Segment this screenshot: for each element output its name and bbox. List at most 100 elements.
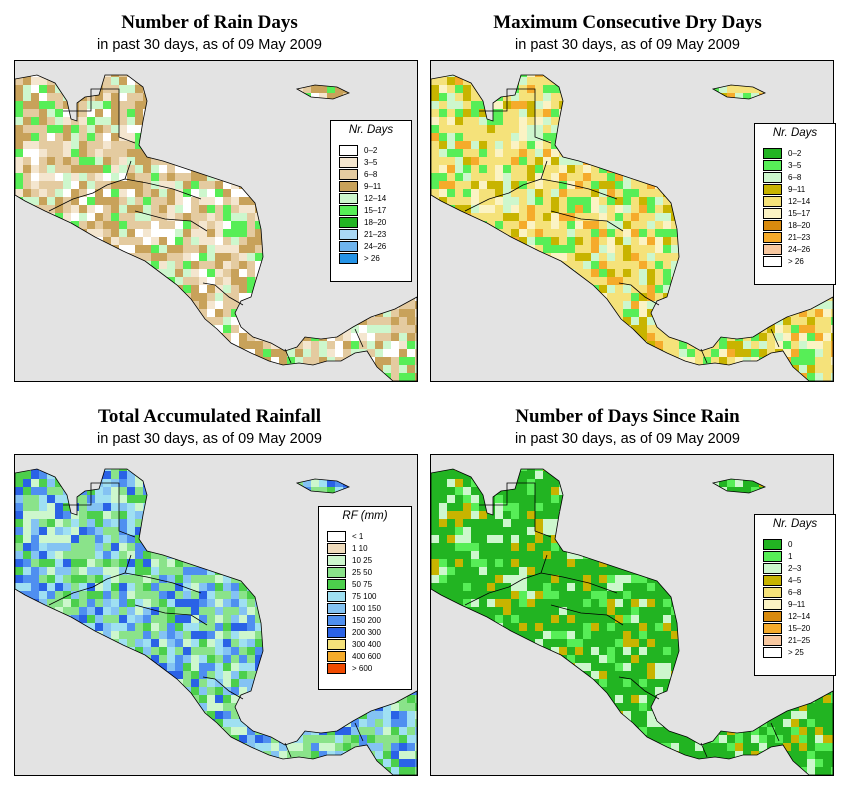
coastline (431, 468, 833, 775)
country-border (540, 178, 618, 200)
country-border (479, 482, 552, 538)
legend-label: 0–2 (788, 149, 802, 158)
country-border (540, 572, 618, 594)
legend-label: 21–23 (788, 233, 811, 242)
legend-title: Nr. Days (772, 518, 818, 530)
island-outline (295, 84, 350, 100)
legend-label: 12–14 (364, 194, 387, 203)
country-border (550, 604, 624, 626)
legend-swatch (339, 181, 358, 192)
legend-swatch (339, 229, 358, 240)
legend-label: > 600 (352, 664, 373, 673)
map-days-since (430, 454, 834, 776)
legend-swatch (763, 184, 782, 195)
legend-swatch (327, 615, 346, 626)
legend-swatch (327, 591, 346, 602)
legend-swatch (327, 663, 346, 674)
legend-swatch (327, 543, 346, 554)
island-outline (295, 478, 350, 494)
country-border (354, 328, 364, 348)
legend-swatch (763, 647, 782, 658)
country-border (479, 88, 552, 144)
legend-label: 12–14 (788, 612, 811, 621)
legend-title: RF (mm) (342, 510, 388, 522)
legend-label: 6–8 (788, 173, 802, 182)
country-border (770, 722, 780, 742)
legend-swatch (339, 217, 358, 228)
legend-label: 9–11 (788, 600, 806, 609)
country-border (550, 210, 624, 232)
legend-swatch (327, 651, 346, 662)
coastline (15, 74, 417, 381)
country-border (770, 328, 780, 348)
legend-label: 15–20 (788, 624, 811, 633)
legend-swatch (763, 220, 782, 231)
legend-swatch (327, 531, 346, 542)
legend-rain-days: Nr. Days 0–2 3–5 6–8 9–11 12–14 15–17 18–20 21–… (330, 120, 412, 282)
legend-title: Nr. Days (348, 124, 394, 136)
legend-label: 150 200 (352, 616, 381, 625)
legend-label: 6–8 (788, 588, 802, 597)
country-border (63, 482, 136, 538)
legend-swatch (339, 253, 358, 264)
legend-label: > 26 (788, 257, 804, 266)
panel-subtitle: in past 30 days, as of 09 May 2009 (97, 37, 322, 53)
country-border (700, 742, 708, 758)
legend-swatch (763, 148, 782, 159)
legend-label: 400 600 (352, 652, 381, 661)
coastline (431, 74, 833, 381)
country-border (202, 676, 244, 700)
legend-label: < 1 (352, 532, 364, 541)
legend-label: 18–20 (788, 221, 811, 230)
legend-title: Nr. Days (772, 127, 818, 139)
country-border (354, 722, 364, 742)
legend-label: 4–5 (788, 576, 802, 585)
legend-swatch (763, 172, 782, 183)
country-border (124, 572, 202, 594)
legend-swatch (339, 241, 358, 252)
legend-label: 18–20 (364, 218, 387, 227)
legend-label: 12–14 (788, 197, 811, 206)
country-border (618, 676, 660, 700)
country-border (48, 554, 132, 606)
country-border (63, 88, 136, 144)
legend-swatch (339, 157, 358, 168)
legend-swatch (763, 244, 782, 255)
legend-swatch (763, 599, 782, 610)
panel-max-dry: Maximum Consecutive Dry Days in past 30 … (420, 0, 836, 390)
legend-label: 75 100 (352, 592, 377, 601)
panel-title: Maximum Consecutive Dry Days (493, 12, 762, 33)
legend-label: 50 75 (352, 580, 373, 589)
coastline (15, 468, 417, 775)
country-border (48, 160, 132, 212)
panel-subtitle: in past 30 days, as of 09 May 2009 (515, 37, 740, 53)
legend-swatch (763, 587, 782, 598)
country-border (700, 348, 708, 364)
legend-label: 0–2 (364, 146, 378, 155)
country-border (464, 554, 548, 606)
legend-label: 3–5 (364, 158, 378, 167)
country-border (134, 604, 208, 626)
legend-label: 1 10 (352, 544, 368, 553)
legend-label: 200 300 (352, 628, 381, 637)
island-outline (711, 478, 766, 494)
legend-swatch (327, 627, 346, 638)
legend-swatch (763, 232, 782, 243)
legend-label: 15–17 (364, 206, 387, 215)
legend-swatch (327, 579, 346, 590)
legend-label: > 25 (788, 648, 804, 657)
legend-label: 2–3 (788, 564, 802, 573)
legend-swatch (763, 611, 782, 622)
panel-days-since: Number of Days Since Rain in past 30 day… (420, 394, 836, 784)
legend-swatch (327, 639, 346, 650)
legend-label: 21–25 (788, 636, 811, 645)
legend-days-since: Nr. Days 0 1 2–3 4–5 6–8 9–11 12–14 15–20 21–25 >… (754, 514, 836, 676)
legend-label: 10 25 (352, 556, 373, 565)
panel-total-rain: Total Accumulated Rainfall in past 30 da… (2, 394, 418, 784)
legend-label: 100 150 (352, 604, 381, 613)
country-border (284, 742, 292, 758)
legend-label: 3–5 (788, 161, 802, 170)
legend-swatch (339, 193, 358, 204)
legend-swatch (339, 145, 358, 156)
panel-rain-days: Number of Rain Days in past 30 days, as … (2, 0, 418, 390)
